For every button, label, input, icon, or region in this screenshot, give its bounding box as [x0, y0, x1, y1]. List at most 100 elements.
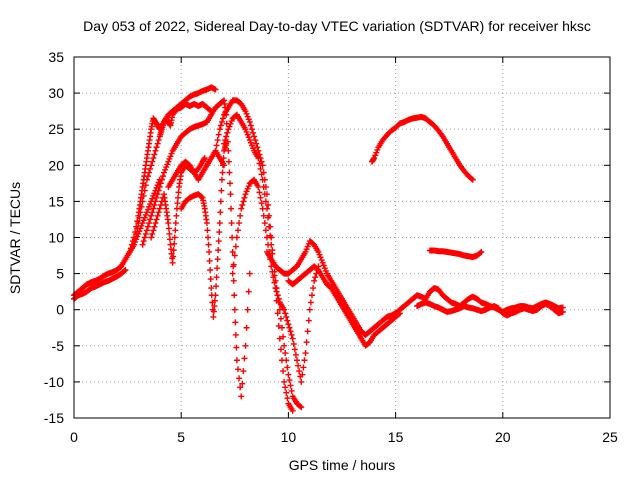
- grid: [74, 57, 610, 418]
- data-point: [227, 191, 234, 198]
- data-point: [265, 241, 272, 248]
- data-point: [143, 176, 150, 183]
- data-point: [287, 328, 294, 335]
- data-point: [246, 270, 253, 277]
- data-point: [242, 108, 249, 115]
- data-point: [127, 245, 134, 252]
- data-point: [260, 212, 267, 219]
- data-point: [283, 357, 290, 364]
- data-point: [250, 145, 257, 152]
- data-point: [275, 322, 282, 329]
- data-point: [289, 335, 296, 342]
- data-point: [225, 158, 232, 165]
- data-point: [159, 173, 166, 180]
- data-point: [226, 123, 233, 130]
- data-point: [258, 200, 265, 207]
- data-point: [238, 393, 245, 400]
- data-point: [211, 303, 218, 310]
- data-point: [247, 139, 254, 146]
- data-point: [148, 212, 155, 219]
- data-point: [274, 310, 281, 317]
- data-point: [151, 202, 158, 209]
- data-point: [215, 238, 222, 245]
- data-point: [243, 324, 250, 331]
- data-point: [261, 191, 268, 198]
- y-tick-label: 35: [48, 49, 64, 65]
- data-point: [141, 214, 148, 221]
- x-tick-label: 0: [70, 429, 78, 445]
- data-point: [144, 223, 151, 230]
- data-point: [277, 346, 284, 353]
- data-point: [126, 248, 133, 255]
- y-tick-label: 25: [48, 121, 64, 137]
- data-point: [250, 129, 257, 136]
- data-point: [205, 241, 212, 248]
- data-point: [149, 230, 156, 237]
- data-point: [285, 371, 292, 378]
- data-point: [218, 118, 225, 125]
- data-point: [282, 350, 289, 357]
- series-base-right-low: [414, 299, 566, 319]
- data-point: [252, 137, 259, 144]
- data-point: [242, 126, 249, 133]
- data-point: [255, 183, 262, 190]
- data-point: [165, 220, 172, 227]
- y-tick-label: 20: [48, 157, 64, 173]
- data-point: [142, 182, 149, 189]
- data-point: [246, 137, 253, 144]
- data-point: [158, 176, 165, 183]
- data-point: [232, 331, 239, 338]
- data-point: [139, 198, 146, 205]
- data-point: [226, 169, 233, 176]
- data-point: [153, 144, 160, 151]
- data-point: [272, 285, 279, 292]
- data-point: [148, 234, 155, 241]
- x-tick-label: 15: [388, 429, 404, 445]
- data-point: [215, 247, 222, 254]
- y-tick-label: 10: [48, 230, 64, 246]
- data-point: [152, 220, 159, 227]
- data-point: [174, 194, 181, 201]
- data-point: [468, 175, 475, 182]
- x-axis-label: GPS time / hours: [289, 457, 396, 473]
- data-point: [215, 131, 222, 138]
- data-point: [165, 158, 172, 165]
- data-point: [281, 306, 288, 313]
- data-point: [219, 169, 226, 176]
- data-point: [154, 140, 161, 147]
- data-point: [208, 285, 215, 292]
- data-point: [131, 241, 138, 248]
- data-point: [265, 214, 272, 221]
- data-point: [237, 212, 244, 219]
- data-point: [171, 240, 178, 247]
- x-tick-label: 25: [602, 429, 618, 445]
- data-point: [212, 147, 219, 154]
- data-point: [221, 140, 228, 147]
- plot-area: [71, 84, 566, 414]
- data-point: [287, 382, 294, 389]
- data-point: [171, 234, 178, 241]
- data-point: [226, 180, 233, 187]
- data-point: [220, 155, 227, 162]
- data-point: [217, 209, 224, 216]
- data-point: [168, 150, 175, 157]
- data-point: [210, 308, 217, 315]
- data-point: [216, 220, 223, 227]
- data-point: [140, 192, 147, 199]
- data-point: [260, 183, 267, 190]
- data-point: [247, 122, 254, 129]
- data-point: [259, 162, 266, 169]
- y-tick-label: 5: [56, 266, 64, 282]
- data-point: [156, 205, 163, 212]
- data-point: [244, 131, 251, 138]
- data-point: [230, 261, 237, 268]
- data-point: [146, 203, 153, 210]
- data-point: [262, 198, 269, 205]
- data-point: [155, 187, 162, 194]
- data-point: [205, 234, 211, 241]
- data-point: [144, 206, 151, 213]
- data-point: [161, 169, 168, 176]
- data-point: [305, 317, 312, 324]
- data-point: [121, 267, 128, 274]
- data-point: [220, 162, 227, 169]
